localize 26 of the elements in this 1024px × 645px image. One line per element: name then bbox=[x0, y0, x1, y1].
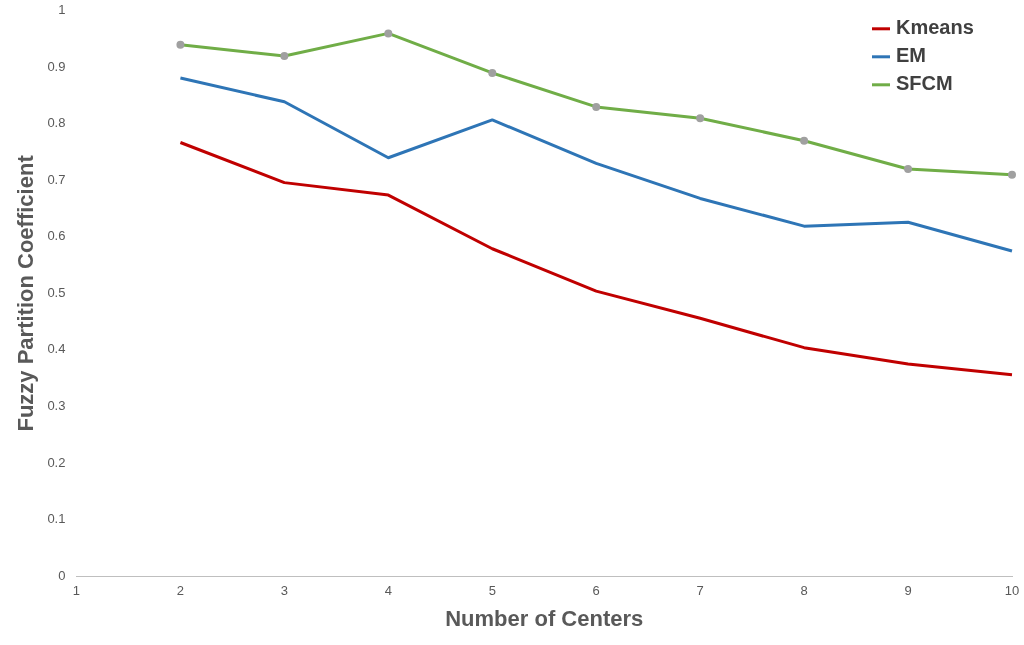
y-tick-label: 0.2 bbox=[47, 454, 66, 470]
y-tick-label: 0 bbox=[58, 567, 66, 583]
x-tick-label: 2 bbox=[176, 583, 185, 599]
x-tick-label: 10 bbox=[1004, 583, 1020, 599]
x-tick-label: 7 bbox=[696, 583, 704, 599]
x-tick-label: 5 bbox=[488, 583, 496, 599]
x-tick-label: 9 bbox=[904, 583, 912, 599]
y-tick-label: 0.9 bbox=[47, 58, 66, 74]
y-axis-title: Fuzzy Partition Coefficient bbox=[13, 154, 39, 432]
y-tick-label: 1 bbox=[58, 2, 66, 18]
y-tick-label: 0.8 bbox=[47, 115, 66, 131]
y-tick-label: 0.1 bbox=[47, 511, 66, 527]
y-tick-label: 0.4 bbox=[47, 341, 66, 357]
y-tick-label: 0.5 bbox=[47, 284, 66, 300]
legend-label: Kmeans bbox=[896, 16, 974, 39]
legend-label: SFCM bbox=[896, 72, 953, 95]
x-tick-label: 4 bbox=[384, 583, 392, 599]
legend-label: EM bbox=[896, 44, 926, 67]
y-tick-label: 0.7 bbox=[47, 171, 66, 187]
x-tick-label: 3 bbox=[280, 583, 288, 599]
x-tick-label: 1 bbox=[72, 583, 81, 599]
x-tick-label: 8 bbox=[800, 583, 808, 599]
x-tick-label: 6 bbox=[592, 583, 600, 599]
y-tick-label: 0.3 bbox=[47, 398, 66, 414]
y-tick-label: 0.6 bbox=[47, 228, 66, 244]
x-axis-title: Number of Centers bbox=[445, 605, 644, 631]
